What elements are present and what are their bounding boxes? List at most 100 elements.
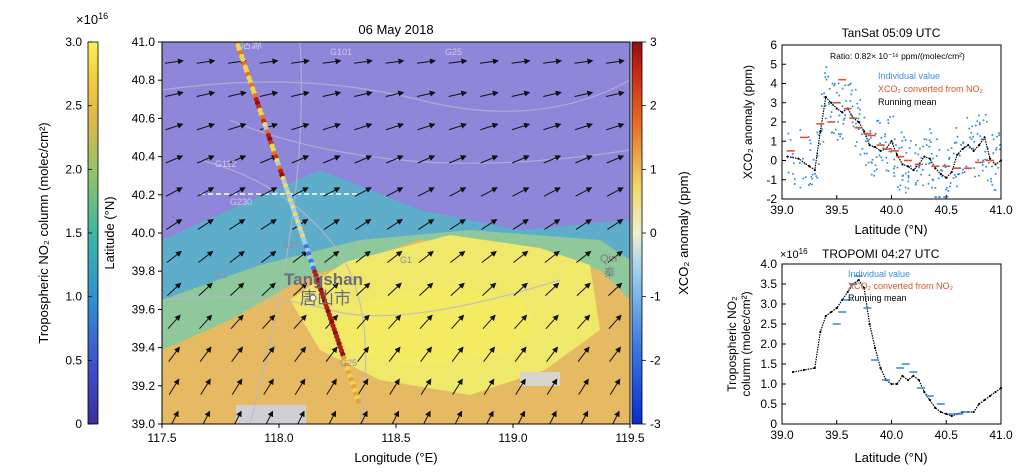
wind-arrow: [606, 122, 625, 131]
tansat-individual-point: [824, 72, 827, 75]
tansat-individual-point: [870, 161, 873, 164]
map-y-tick-label: 39.2: [132, 379, 156, 393]
tansat-running-mean-point: [808, 165, 811, 168]
tansat-running-mean: [787, 95, 1002, 179]
tansat-individual-point: [929, 161, 932, 164]
wind-arrow: [165, 155, 184, 164]
road-label-g101: G101: [330, 47, 352, 57]
wind-arrow: [454, 410, 463, 424]
wind-arrow: [326, 378, 337, 395]
wind-arrow: [385, 122, 405, 131]
wind-arrow: [171, 410, 179, 424]
tansat-individual-point: [993, 188, 996, 191]
tansat-individual-point: [849, 99, 852, 102]
tropomi-plot: 39.0 39.5 40.0 40.5 41.0 0 0.5 1.0 1.5 2.0 2.5 3.0 3…: [760, 257, 1013, 442]
tansat-individual-point: [888, 150, 891, 153]
tansat-individual-point: [928, 145, 931, 148]
tropomi-running-mean-point: [978, 402, 981, 406]
wind-arrow: [356, 314, 370, 330]
tansat-individual-point: [934, 186, 937, 189]
tansat-y-tick-label: 1: [770, 134, 777, 148]
tansat-individual-point: [952, 176, 955, 179]
tansat-individual-point: [978, 123, 981, 126]
map-x-tick-label: 118.5: [381, 431, 410, 445]
wind-arrow: [196, 122, 216, 131]
tansat-individual-point: [791, 172, 794, 175]
wind-arrow: [354, 155, 373, 164]
wind-arrow: [546, 346, 559, 362]
wind-arrow: [357, 346, 370, 362]
wind-arrow: [231, 346, 244, 362]
road-label-g25-c: G25: [340, 358, 357, 368]
tansat-individual-point: [841, 105, 844, 108]
tansat-running-mean-point: [797, 157, 800, 160]
wind-arrow: [167, 314, 181, 330]
tansat-individual-point: [854, 88, 857, 91]
tansat-individual-point: [824, 104, 827, 107]
wind-arrow: [608, 314, 622, 330]
tansat-individual-point: [840, 132, 843, 135]
tansat-individual-point: [976, 133, 979, 136]
tansat-individual-point: [793, 178, 796, 181]
tropomi-y-tick-label: 2.5: [760, 317, 777, 331]
tansat-individual-point: [878, 121, 881, 124]
tansat-individual-point: [799, 128, 802, 131]
city-label-tangshan: Tangshan: [284, 270, 363, 289]
wind-arrow: [515, 378, 526, 395]
tansat-individual-point: [809, 182, 812, 185]
wind-arrow: [545, 282, 560, 297]
no2-colorbar-ticks: 0 0.5 1.0 1.5 2.0 2.5 3.0: [65, 35, 92, 431]
wind-arrow: [482, 282, 497, 297]
wind-arrow: [574, 58, 594, 65]
tropomi-running-mean-point: [879, 366, 882, 370]
wind-arrow: [294, 378, 306, 395]
wind-arrow: [607, 250, 623, 263]
tansat-individual-point: [955, 141, 958, 144]
wind-arrow: [386, 187, 404, 197]
tansat-individual-point: [880, 156, 883, 159]
tansat-running-mean-point: [939, 172, 942, 176]
map-y-tick-label: 39.6: [132, 302, 156, 316]
tansat-individual-point: [854, 122, 857, 125]
tansat-individual-point: [837, 82, 840, 85]
wind-arrow: [389, 378, 400, 395]
tropomi-y-tick-label: 4.0: [760, 257, 777, 271]
map-panel: 06 May 2018 G101 G25 G112 G230: [102, 22, 645, 465]
wind-arrow: [263, 378, 274, 395]
tansat-individual-point: [901, 139, 904, 142]
tansat-individual-point: [998, 148, 1001, 151]
wind-arrow: [420, 378, 432, 395]
tropomi-running-mean-point: [819, 330, 822, 334]
tansat-individual-point: [914, 143, 917, 146]
tansat-individual-point: [965, 165, 968, 168]
wind-arrow: [261, 250, 277, 263]
wind-arrow: [448, 90, 468, 98]
wind-arrow: [451, 346, 464, 362]
tansat-individual-point: [874, 132, 877, 135]
tansat-running-mean-point: [895, 153, 899, 156]
tansat-individual-point: [928, 128, 931, 131]
tropomi-running-mean-point: [901, 374, 904, 378]
tansat-individual-point: [950, 146, 953, 149]
tropomi-multiplier: ×1016: [780, 247, 808, 261]
wind-arrow: [480, 122, 499, 131]
tansat-individual-point: [958, 154, 961, 157]
tansat-individual-point: [905, 151, 908, 154]
tansat-individual-point: [918, 147, 921, 150]
tansat-individual-point: [865, 152, 868, 155]
wind-arrow: [511, 58, 531, 65]
tropomi-y-tick-label: 0.5: [760, 397, 777, 411]
tansat-individual-point: [900, 131, 903, 134]
wind-arrow: [322, 90, 342, 98]
tansat-individual-point: [833, 82, 836, 85]
tropomi-running-mean-point: [846, 290, 849, 294]
tansat-individual-point: [804, 176, 807, 179]
map-x-tick-label: 117.5: [147, 431, 176, 445]
wind-arrow: [197, 187, 215, 197]
tansat-individual-point: [837, 120, 840, 123]
wind-arrow: [481, 250, 497, 263]
tansat-individual-point: [995, 146, 998, 149]
tansat-individual-point: [914, 181, 917, 184]
wind-arrow: [297, 410, 305, 424]
tansat-individual-point: [832, 132, 835, 135]
